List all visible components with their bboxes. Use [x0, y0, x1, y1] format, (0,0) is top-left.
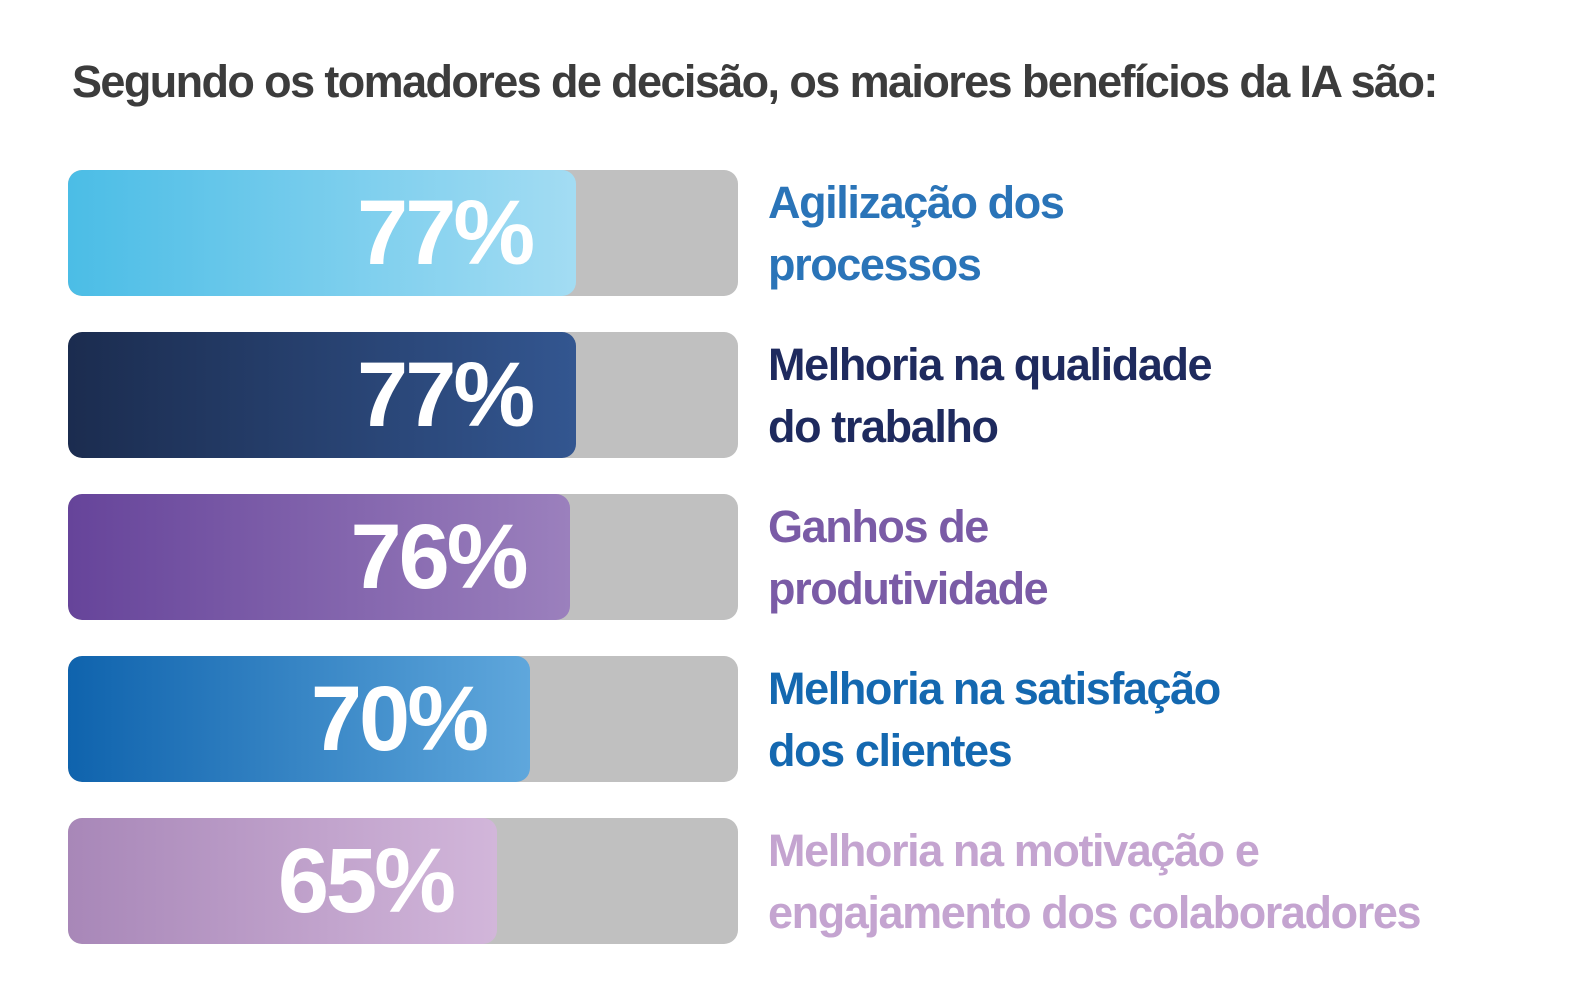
bar-row-satisfacao: 70% Melhoria na satisfação dos clientes [68, 656, 1548, 782]
bar-fill [68, 170, 577, 296]
bar-fill [68, 332, 577, 458]
bar-track: 77% [68, 332, 738, 458]
bar-track: 77% [68, 170, 738, 296]
bar-row-produtividade: 76% Ganhos de produtividade [68, 494, 1548, 620]
bar-fill [68, 818, 497, 944]
category-label: Melhoria na motivação e engajamento dos … [768, 825, 1421, 938]
category-label: Melhoria na satisfação dos clientes [768, 663, 1221, 776]
bar-track: 76% [68, 494, 738, 620]
value-label: 76% [350, 506, 528, 608]
bar-track: 65% [68, 818, 738, 944]
bar-fill [68, 494, 570, 620]
chart-title: Segundo os tomadores de decisão, os maio… [72, 56, 1438, 107]
bar-track: 70% [68, 656, 738, 782]
category-label: Ganhos de produtividade [768, 501, 1049, 614]
bar-row-qualidade: 77% Melhoria na qualidade do trabalho [68, 332, 1548, 458]
category-label: Agilização dos processos [768, 177, 1065, 290]
value-label: 77% [357, 344, 535, 446]
bar-row-motivacao: 65% Melhoria na motivação e engajamento … [68, 818, 1548, 944]
value-label: 77% [357, 182, 535, 284]
value-label: 70% [310, 668, 489, 770]
bar-row-agilizacao: 77% Agilização dos processos [68, 170, 1548, 296]
bar-fill [68, 656, 530, 782]
value-label: 65% [277, 830, 456, 932]
category-label: Melhoria na qualidade do trabalho [768, 339, 1213, 452]
